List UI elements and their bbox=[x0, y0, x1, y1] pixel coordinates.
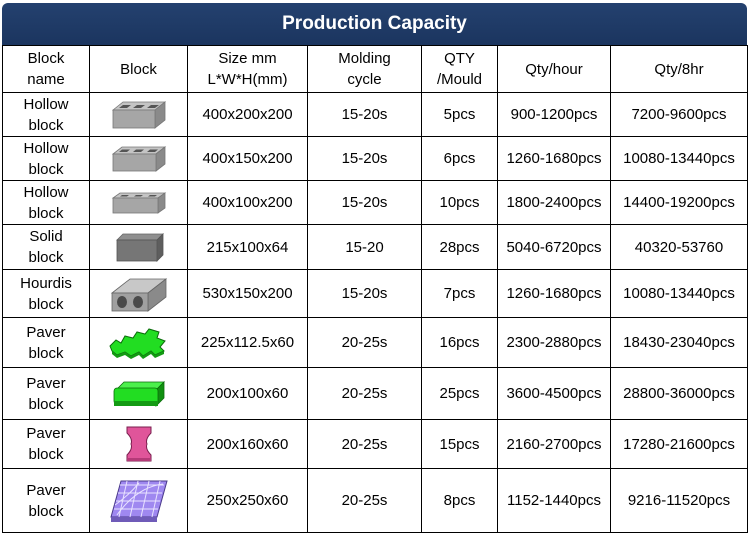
block-image-cell bbox=[89, 180, 188, 225]
qty-8hr-cell: 14400-19200pcs bbox=[610, 180, 748, 225]
table-row: Hourdis block 530x150x200 15-20s 7pcs 126… bbox=[2, 269, 748, 318]
cycle-cell: 15-20s bbox=[307, 180, 422, 225]
qty-8hr-cell: 10080-13440pcs bbox=[610, 136, 748, 181]
qty-hour-cell: 2300-2880pcs bbox=[497, 317, 611, 368]
qty-cell: 5pcs bbox=[421, 92, 498, 137]
cycle-cell: 15-20s bbox=[307, 92, 422, 137]
table-title: Production Capacity bbox=[2, 3, 747, 45]
i-shape-paver-icon bbox=[126, 426, 151, 462]
qty-cell: 28pcs bbox=[421, 224, 498, 270]
qty-hour-cell: 1152-1440pcs bbox=[497, 468, 611, 533]
header-block: Block bbox=[89, 45, 188, 93]
grass-paver-icon bbox=[109, 480, 168, 522]
block-name-cell: Paver block bbox=[2, 317, 90, 368]
block-image-cell bbox=[89, 136, 188, 181]
header-size: Size mm L*W*H(mm) bbox=[187, 45, 308, 93]
block-image-cell bbox=[89, 224, 188, 270]
qty-8hr-cell: 18430-23040pcs bbox=[610, 317, 748, 368]
table-row: Paver block 200x100x60 20-25s 25pcs 3600-… bbox=[2, 367, 748, 420]
block-image-cell bbox=[89, 92, 188, 137]
size-cell: 530x150x200 bbox=[187, 269, 308, 318]
block-name-cell: Paver block bbox=[2, 468, 90, 533]
block-name-cell: Hollow block bbox=[2, 136, 90, 181]
qty-cell: 8pcs bbox=[421, 468, 498, 533]
table-row: Paver block 200x160x60 20-25s 15pcs 2160-… bbox=[2, 419, 748, 469]
header-row: Block name Block Size mm L*W*H(mm) Molding… bbox=[2, 45, 748, 93]
qty-8hr-cell: 40320-53760 bbox=[610, 224, 748, 270]
table-row: Hollow block 400x150x200 15-20s 6pcs 1260… bbox=[2, 136, 748, 181]
size-cell: 400x200x200 bbox=[187, 92, 308, 137]
block-name-cell: Paver block bbox=[2, 419, 90, 469]
cycle-cell: 15-20s bbox=[307, 136, 422, 181]
header-qty-8hr: Qty/8hr bbox=[610, 45, 748, 93]
qty-8hr-cell: 10080-13440pcs bbox=[610, 269, 748, 318]
qty-hour-cell: 5040-6720pcs bbox=[497, 224, 611, 270]
block-image-cell bbox=[89, 367, 188, 420]
cycle-cell: 20-25s bbox=[307, 419, 422, 469]
qty-8hr-cell: 17280-21600pcs bbox=[610, 419, 748, 469]
header-qty-hour: Qty/hour bbox=[497, 45, 611, 93]
size-cell: 250x250x60 bbox=[187, 468, 308, 533]
table-row: Hollow block 400x200x200 15-20s 5pcs 900-… bbox=[2, 92, 748, 137]
table-row: Paver block 225x112.5x60 20-25s 16pcs 230… bbox=[2, 317, 748, 368]
solid-block-icon bbox=[115, 233, 164, 262]
size-cell: 400x100x200 bbox=[187, 180, 308, 225]
table-row: Solid block 215x100x64 15-20 28pcs 5040-6… bbox=[2, 224, 748, 270]
block-name-cell: Hollow block bbox=[2, 92, 90, 137]
qty-cell: 6pcs bbox=[421, 136, 498, 181]
block-name-cell: Hourdis block bbox=[2, 269, 90, 318]
hollow-block-3-cavity-icon bbox=[111, 100, 166, 129]
header-block-name: Block name bbox=[2, 45, 90, 93]
block-image-cell bbox=[89, 419, 188, 469]
qty-cell: 7pcs bbox=[421, 269, 498, 318]
size-cell: 215x100x64 bbox=[187, 224, 308, 270]
size-cell: 200x100x60 bbox=[187, 367, 308, 420]
header-molding-cycle: Molding cycle bbox=[307, 45, 422, 93]
size-cell: 225x112.5x60 bbox=[187, 317, 308, 368]
qty-cell: 16pcs bbox=[421, 317, 498, 368]
capacity-table: Block name Block Size mm L*W*H(mm) Molding… bbox=[2, 45, 748, 533]
cycle-cell: 15-20s bbox=[307, 269, 422, 318]
size-cell: 200x160x60 bbox=[187, 419, 308, 469]
hourdis-block-icon bbox=[110, 277, 167, 312]
qty-8hr-cell: 7200-9600pcs bbox=[610, 92, 748, 137]
size-cell: 400x150x200 bbox=[187, 136, 308, 181]
block-name-cell: Hollow block bbox=[2, 180, 90, 225]
qty-hour-cell: 900-1200pcs bbox=[497, 92, 611, 137]
hollow-block-thin-icon bbox=[111, 191, 166, 214]
qty-8hr-cell: 28800-36000pcs bbox=[610, 367, 748, 420]
cycle-cell: 20-25s bbox=[307, 317, 422, 368]
qty-cell: 25pcs bbox=[421, 367, 498, 420]
qty-hour-cell: 2160-2700pcs bbox=[497, 419, 611, 469]
cycle-cell: 15-20 bbox=[307, 224, 422, 270]
table-row: Paver block bbox=[2, 468, 748, 533]
block-name-cell: Paver block bbox=[2, 367, 90, 420]
rectangle-paver-icon bbox=[113, 380, 165, 407]
table-row: Hollow block 400x100x200 15-20s 10pcs 180… bbox=[2, 180, 748, 225]
qty-hour-cell: 1260-1680pcs bbox=[497, 136, 611, 181]
cycle-cell: 20-25s bbox=[307, 468, 422, 533]
block-image-cell bbox=[89, 269, 188, 318]
block-name-cell: Solid block bbox=[2, 224, 90, 270]
block-image-cell bbox=[89, 468, 188, 533]
qty-8hr-cell: 9216-11520pcs bbox=[610, 468, 748, 533]
header-qty-mould: QTY/Mould bbox=[421, 45, 498, 93]
qty-hour-cell: 1800-2400pcs bbox=[497, 180, 611, 225]
qty-hour-cell: 3600-4500pcs bbox=[497, 367, 611, 420]
qty-hour-cell: 1260-1680pcs bbox=[497, 269, 611, 318]
cycle-cell: 20-25s bbox=[307, 367, 422, 420]
qty-cell: 10pcs bbox=[421, 180, 498, 225]
zigzag-paver-icon bbox=[108, 327, 166, 359]
hollow-block-3-cavity-icon bbox=[111, 145, 166, 172]
qty-cell: 15pcs bbox=[421, 419, 498, 469]
block-image-cell bbox=[89, 317, 188, 368]
